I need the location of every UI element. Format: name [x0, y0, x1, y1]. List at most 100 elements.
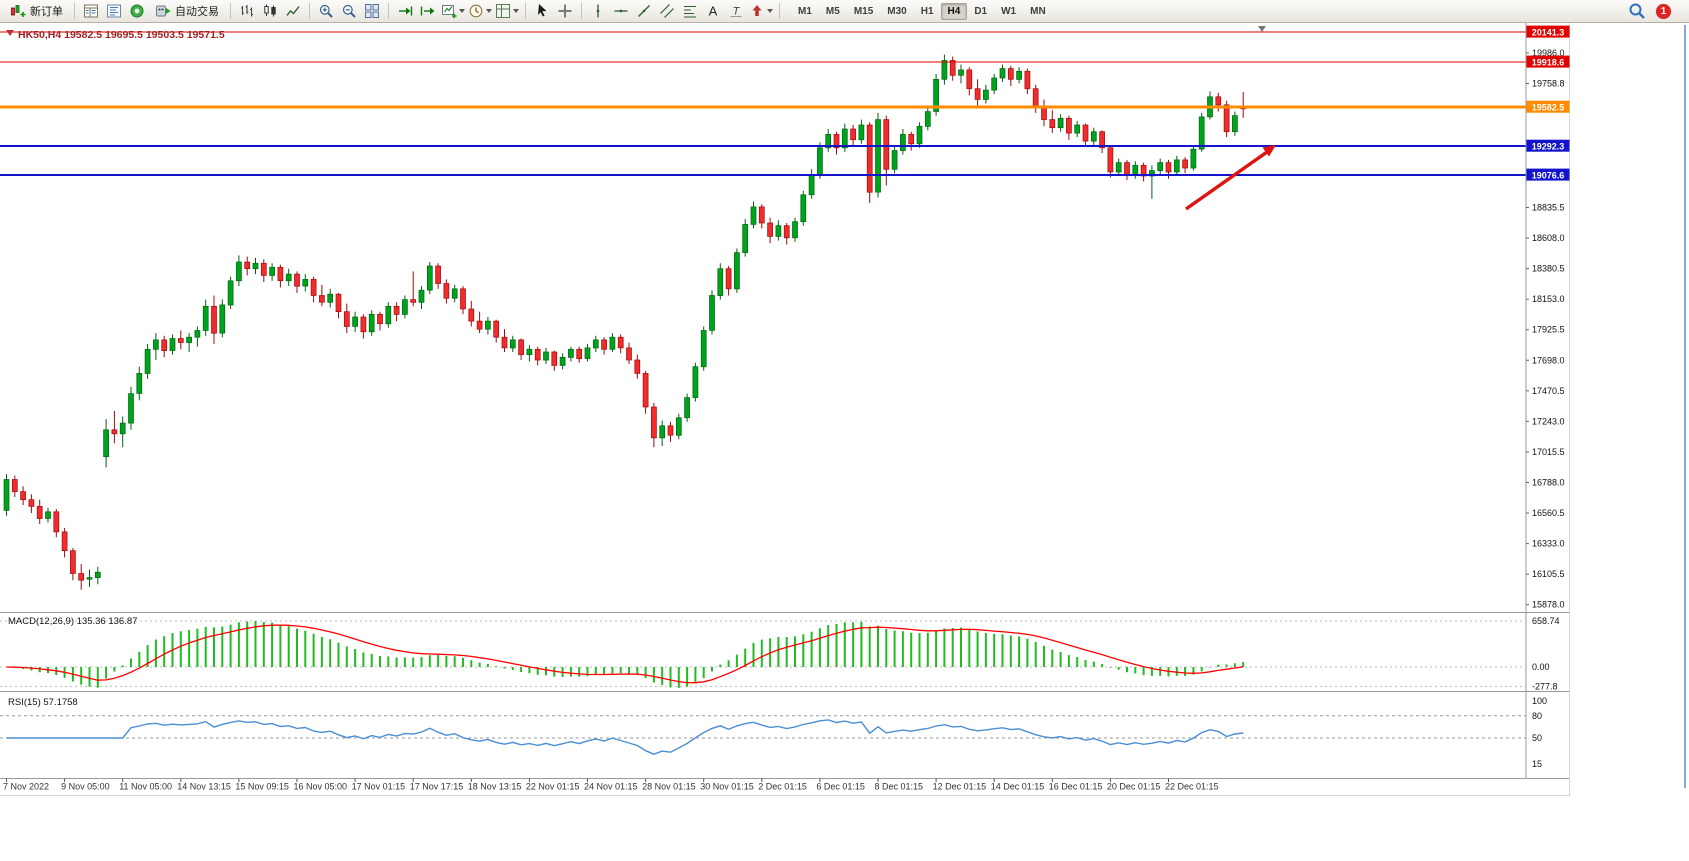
- chevron-down-icon: [486, 9, 492, 13]
- timeframe-m30-button[interactable]: M30: [887, 5, 907, 17]
- profiles-button[interactable]: [467, 1, 493, 21]
- arrows-tool-button[interactable]: [748, 1, 774, 21]
- terminal-icon: [130, 4, 144, 18]
- price-tick-label: 17698.0: [1532, 355, 1565, 365]
- svg-text:T: T: [733, 6, 741, 18]
- rsi-label: RSI(15) 57.1758: [8, 697, 78, 708]
- arrow-annotation-shaft[interactable]: [1184, 150, 1269, 211]
- time-label: 30 Nov 01:15: [700, 782, 754, 792]
- line-chart-icon: [286, 6, 300, 16]
- auto-trading-button[interactable]: 自动交易: [149, 1, 225, 21]
- timeframe-d1-button[interactable]: D1: [974, 5, 988, 17]
- macd-label: MACD(12,26,9) 135.36 136.87: [8, 616, 137, 627]
- crosshair-icon: [558, 4, 572, 18]
- navigator-icon: [107, 4, 121, 18]
- horizontal-line-button[interactable]: [610, 1, 632, 21]
- zoom-out-icon: [342, 4, 356, 18]
- price-badge-label: 19582.5: [1532, 102, 1565, 112]
- chart-shift-icon: [420, 6, 435, 16]
- timeframe-m1-button[interactable]: M1: [798, 5, 812, 17]
- horizontal-line-icon: [614, 9, 628, 13]
- macd-tick-label: 0.00: [1532, 662, 1550, 672]
- time-label: 15 Nov 09:15: [235, 782, 289, 792]
- navigator-button[interactable]: [103, 1, 125, 21]
- chevron-down-icon: [767, 9, 773, 13]
- text-tool-button[interactable]: A: [702, 1, 724, 21]
- cursor-icon: [538, 4, 547, 17]
- crosshair-button[interactable]: [554, 1, 576, 21]
- price-tick-label: 18153.0: [1532, 294, 1565, 304]
- time-label: 18 Nov 13:15: [468, 782, 522, 792]
- vertical-line-button[interactable]: [587, 1, 609, 21]
- timeframe-h1-button[interactable]: H1: [920, 5, 934, 17]
- price-axis: 19986.0 19758.8 18835.5 18608.0 18380.5 18153…: [0, 23, 1570, 796]
- zoom-in-icon: [319, 4, 333, 18]
- time-label: 9 Nov 05:00: [61, 782, 110, 792]
- terminal-button[interactable]: [126, 1, 148, 21]
- price-badge: [1526, 139, 1570, 152]
- timeframe-toolbar: M1 M5 M15 M30 H1 H4 D1 W1 MN: [791, 2, 1053, 20]
- rsi-tick-label: 50: [1532, 733, 1542, 743]
- chevron-down-icon: [459, 9, 465, 13]
- label-tool-button[interactable]: T: [725, 1, 747, 21]
- time-label: 6 Dec 01:15: [816, 782, 865, 792]
- search-button[interactable]: [1626, 1, 1648, 21]
- arrow-annotation-head[interactable]: [1262, 145, 1277, 157]
- auto-scroll-icon: [399, 6, 413, 16]
- bar-chart-button[interactable]: [236, 1, 258, 21]
- price-tick-label: 16333.0: [1532, 539, 1565, 549]
- zoom-in-button[interactable]: [315, 1, 337, 21]
- new-chart-icon: [442, 5, 457, 19]
- price-tick-label: 18380.5: [1532, 264, 1565, 274]
- fibonacci-button[interactable]: [679, 1, 701, 21]
- rsi-tick-label: 80: [1532, 711, 1542, 721]
- chart-shift-button[interactable]: [417, 1, 439, 21]
- chart-shift-marker[interactable]: [1258, 26, 1266, 32]
- price-badge: [1526, 25, 1570, 38]
- rsi-tick-label: 100: [1532, 696, 1547, 706]
- toolbar-separator: [779, 3, 780, 19]
- toolbar-separator: [581, 3, 582, 19]
- annotations[interactable]: [1184, 145, 1277, 211]
- time-label: 11 Nov 05:00: [119, 782, 172, 792]
- time-label: 7 Nov 2022: [3, 782, 49, 792]
- cursor-button[interactable]: [531, 1, 553, 21]
- time-label: 17 Nov 01:15: [352, 782, 406, 792]
- auto-scroll-button[interactable]: [394, 1, 416, 21]
- timeframe-w1-button[interactable]: W1: [1001, 5, 1017, 17]
- candlestick-chart-icon: [264, 4, 276, 17]
- time-label: 14 Dec 01:15: [991, 782, 1045, 792]
- time-label: 20 Dec 01:15: [1107, 782, 1161, 792]
- indicator-panels: 658.74 0.00 -277.8 MACD(12,26,9) 135.36 136…: [0, 616, 1560, 769]
- candlestick-chart-button[interactable]: [259, 1, 281, 21]
- templates-button[interactable]: [494, 1, 520, 21]
- notification-badge[interactable]: 1: [1656, 3, 1671, 19]
- line-chart-button[interactable]: [282, 1, 304, 21]
- market-watch-icon: [84, 4, 98, 18]
- trendline-button[interactable]: [633, 1, 655, 21]
- price-tick-label: 19758.8: [1532, 79, 1565, 89]
- chart-title: HK50,H4 19582.5 19695.5 19503.5 19571.5: [18, 29, 225, 41]
- toolbar-separator: [309, 3, 310, 19]
- right-scrollbar[interactable]: [1684, 25, 1686, 788]
- price-badge-label: 19918.6: [1532, 57, 1565, 67]
- channel-button[interactable]: [656, 1, 678, 21]
- timeframe-h4-button[interactable]: H4: [940, 2, 968, 20]
- market-watch-button[interactable]: [80, 1, 102, 21]
- tile-windows-button[interactable]: [361, 1, 383, 21]
- time-label: 8 Dec 01:15: [875, 782, 924, 792]
- chart-area[interactable]: 19986.0 19758.8 18835.5 18608.0 18380.5 18153…: [0, 23, 1570, 796]
- candlestick-chart[interactable]: 19986.0 19758.8 18835.5 18608.0 18380.5 18153…: [0, 23, 1570, 796]
- new-order-button[interactable]: 新订单: [4, 1, 69, 21]
- price-tick-label: 18608.0: [1532, 233, 1565, 243]
- time-axis: 7 Nov 2022 9 Nov 05:00 11 Nov 05:00 14 Nov …: [3, 778, 1219, 792]
- zoom-out-button[interactable]: [338, 1, 360, 21]
- new-chart-button[interactable]: [440, 1, 466, 21]
- price-tick-label: 15878.0: [1532, 600, 1565, 610]
- timeframe-m5-button[interactable]: M5: [825, 5, 840, 17]
- timeframe-m15-button[interactable]: M15: [853, 5, 874, 17]
- level-lines-layer[interactable]: [0, 31, 1526, 177]
- time-label: 2 Dec 01:15: [758, 782, 807, 792]
- timeframe-mn-button[interactable]: MN: [1030, 5, 1046, 17]
- time-label: 12 Dec 01:15: [933, 782, 987, 792]
